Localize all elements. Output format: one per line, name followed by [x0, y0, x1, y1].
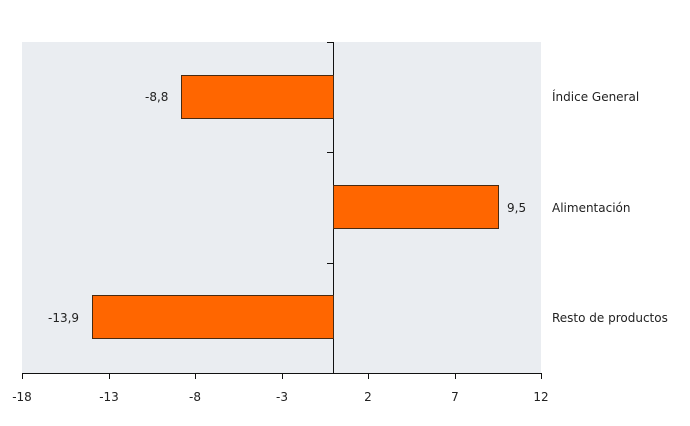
category-label: Índice General — [552, 90, 640, 104]
x-tick-label: -13 — [99, 390, 119, 404]
x-tick-label: 2 — [364, 390, 372, 404]
bar-resto-de-productos — [92, 295, 334, 339]
category-label: Alimentación — [552, 201, 631, 215]
value-label: -13,9 — [48, 311, 80, 325]
y-tick — [327, 42, 333, 43]
x-tick — [541, 373, 542, 379]
x-tick — [368, 373, 369, 379]
x-tick — [455, 373, 456, 379]
x-tick — [109, 373, 110, 379]
bar-indice-general — [181, 75, 334, 119]
value-label: 9,5 — [507, 201, 527, 215]
x-tick-label: -18 — [12, 390, 32, 404]
value-label: -8,8 — [145, 90, 169, 104]
x-tick — [282, 373, 283, 379]
y-tick — [327, 263, 333, 264]
x-tick — [22, 373, 23, 379]
x-tick-label: -3 — [276, 390, 288, 404]
bar-alimentacion — [333, 185, 499, 229]
x-tick-label: 12 — [533, 390, 549, 404]
category-label: Resto de productos — [552, 311, 668, 325]
x-tick — [195, 373, 196, 379]
x-tick-label: -8 — [189, 390, 201, 404]
y-tick — [327, 152, 333, 153]
x-tick-label: 7 — [451, 390, 459, 404]
